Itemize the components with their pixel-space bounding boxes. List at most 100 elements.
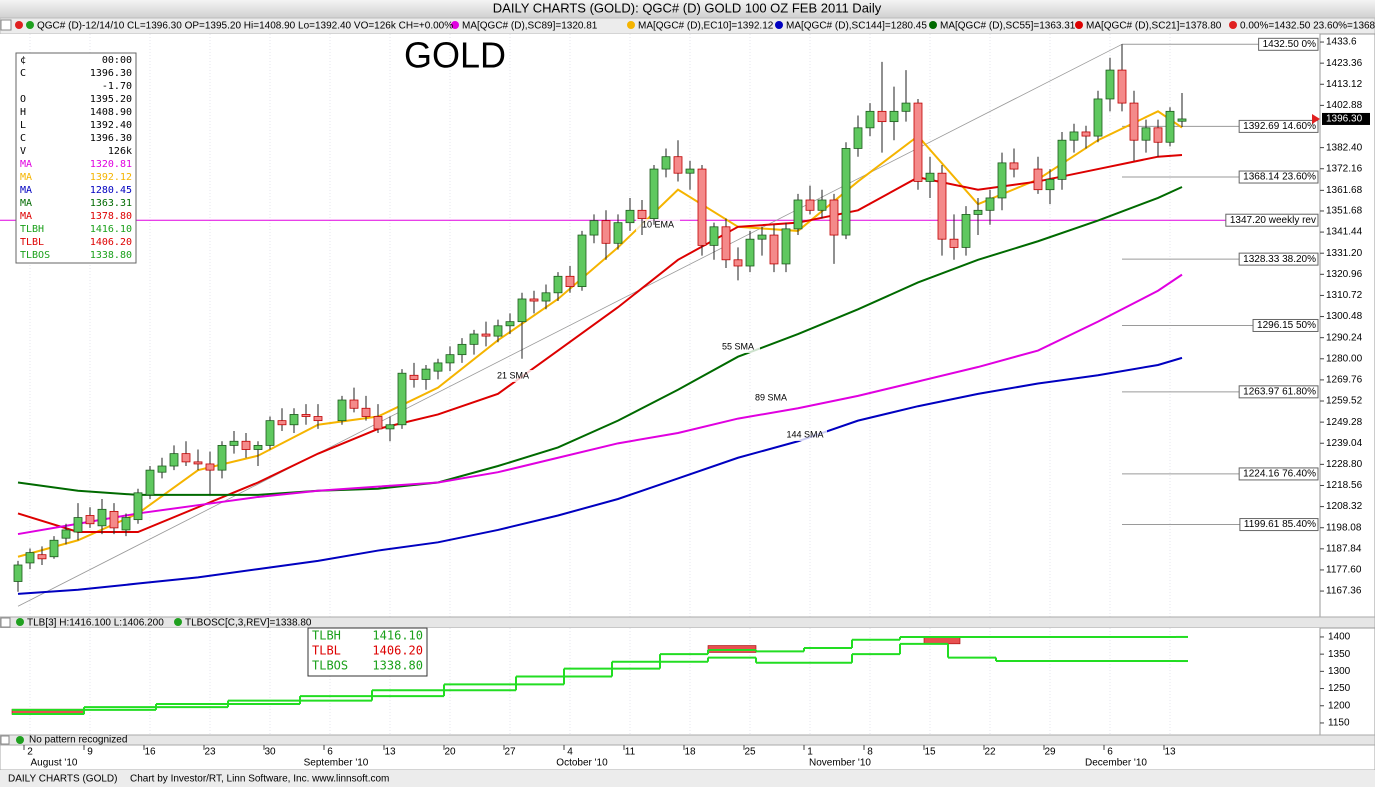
candle-body-down <box>277 420 287 426</box>
candle-body-down <box>913 102 923 182</box>
x-tick-label: 2 <box>27 747 33 758</box>
level-label-box <box>1238 170 1319 184</box>
candle-body-down <box>361 407 371 417</box>
ma-label-bg <box>783 429 827 441</box>
candle-body-up <box>781 228 791 265</box>
status-dot <box>16 736 24 744</box>
close-box[interactable] <box>0 19 12 31</box>
tlb-box-frame <box>307 627 428 677</box>
data-window-value: 126k <box>108 146 132 157</box>
month-label: October '10 <box>556 758 608 769</box>
x-tick-label: 13 <box>384 747 396 758</box>
level-label-box <box>1258 37 1319 51</box>
data-window-value: 1396.30 <box>90 68 132 79</box>
last-price-box <box>1322 112 1370 125</box>
y-tick-label: 1259.52 <box>1326 396 1363 407</box>
x-tick-label: 20 <box>444 747 456 758</box>
price-axis-layer: 1433.6 1423.36 1413.12 1402.88 1382.40 1372.1… <box>1312 37 1370 597</box>
y-tick-label: 1320.96 <box>1326 269 1363 280</box>
level-label-box <box>1252 318 1319 332</box>
level-label: 1432.50 0% <box>1263 39 1316 50</box>
candle-body-up <box>985 197 995 211</box>
data-window-key: C <box>20 133 26 144</box>
x-tick-label: 1 <box>807 747 813 758</box>
y-tick-label: 1331.20 <box>1326 248 1363 259</box>
y-tick-label: 1167.36 <box>1326 586 1362 597</box>
candle-body-up <box>613 222 623 244</box>
chart-title: GOLD <box>404 35 506 76</box>
legend-text: MA[QGC# (D),SC144]=1280.45 <box>786 21 927 32</box>
y-tick-label: 1239.04 <box>1326 438 1363 449</box>
data-window-key: MA <box>20 159 32 170</box>
candle-body-down <box>805 199 815 211</box>
close-box[interactable] <box>0 617 11 628</box>
candle-body-down <box>1153 127 1163 143</box>
candle-body-up <box>1093 98 1103 137</box>
candle-body-up <box>121 517 131 531</box>
candle-body-up <box>865 110 875 129</box>
last-price-label: 1396.30 <box>1326 114 1363 125</box>
data-window-key: MA <box>20 172 32 183</box>
legend-dot <box>16 618 24 626</box>
y-tick-label: 1310.72 <box>1326 290 1363 301</box>
data-window-key: MA <box>20 185 32 196</box>
y-tick-label: 1290.24 <box>1326 332 1363 343</box>
candle-body-up <box>793 199 803 230</box>
data-window-value: -1.70 <box>102 81 132 92</box>
y-tick-label: 1150 <box>1328 718 1350 729</box>
candle-body-down <box>733 259 743 267</box>
candle-body-down <box>721 226 731 261</box>
candle-body-up <box>1045 178 1055 191</box>
y-tick-label: 1177.60 <box>1326 565 1362 576</box>
legend-text: QGC# (D)-12/14/10 CL=1396.30 OP=1395.20 … <box>37 21 453 32</box>
candle-body-up <box>421 368 431 380</box>
lower-title: TLB[3] H:1416.100 L:1406.200 <box>27 618 164 629</box>
legend-dot <box>174 618 182 626</box>
data-window-key: O <box>20 94 26 105</box>
data-window-key: C <box>20 68 26 79</box>
candle-body-down <box>601 220 611 244</box>
candle-body-down <box>205 463 215 471</box>
legend-dot <box>451 21 459 29</box>
data-window-value: 1320.81 <box>90 159 132 170</box>
candle-body-up <box>517 298 527 323</box>
level-label: 1199.61 85.40% <box>1244 519 1316 530</box>
candle-body-up <box>997 162 1007 199</box>
level-label: 1263.97 61.80% <box>1243 386 1316 397</box>
candle-body-up <box>469 333 479 345</box>
legend-text: MA[QGC# (D),EC10]=1392.12 <box>638 21 774 32</box>
y-tick-label: 1250 <box>1328 683 1351 694</box>
candle-body-up <box>973 209 983 215</box>
candle-body-down <box>37 554 47 560</box>
y-tick-label: 1400 <box>1328 632 1351 643</box>
main-layer: 1432.50 0% 1392.69 14.60% 1368.14 23.60% 13… <box>0 34 1319 617</box>
y-tick-label: 1350 <box>1328 649 1351 660</box>
x-tick-label: 9 <box>87 747 93 758</box>
legend-dot <box>1229 21 1237 29</box>
x-tick-label: 8 <box>867 747 873 758</box>
data-window-key: MA <box>20 211 32 222</box>
candle-body-up <box>49 539 59 558</box>
level-label: 1328.33 38.20% <box>1243 254 1316 265</box>
level: 1263.97 61.80% <box>1122 385 1319 399</box>
y-tick-label: 1300.48 <box>1326 311 1363 322</box>
date-axis-layer: 2 9 16 23 30 6 13 20 27 4 11 18 25 1 8 15 22 29 6 13August … <box>23 745 1176 769</box>
candle-body-up <box>577 234 587 288</box>
data-window-value: 1408.90 <box>90 107 132 118</box>
legend-dot <box>627 21 635 29</box>
x-tick-label: 22 <box>984 747 996 758</box>
ma-label-bg <box>716 341 760 353</box>
x-tick-label: 29 <box>1044 747 1056 758</box>
candle-body-up <box>13 564 23 582</box>
ma-line <box>17 356 1183 595</box>
candle-body-down <box>109 510 119 529</box>
lower-axis-layer: 1400 1350 1300 1250 1200 1150 <box>1320 632 1351 729</box>
y-tick-label: 1341.44 <box>1326 227 1363 238</box>
close-box[interactable] <box>0 735 10 745</box>
candle-body-up <box>25 552 35 564</box>
y-tick-label: 1413.12 <box>1326 79 1363 90</box>
candle-body-down <box>877 110 887 123</box>
candle-body-down <box>301 414 311 417</box>
candle-body-up <box>925 172 935 182</box>
